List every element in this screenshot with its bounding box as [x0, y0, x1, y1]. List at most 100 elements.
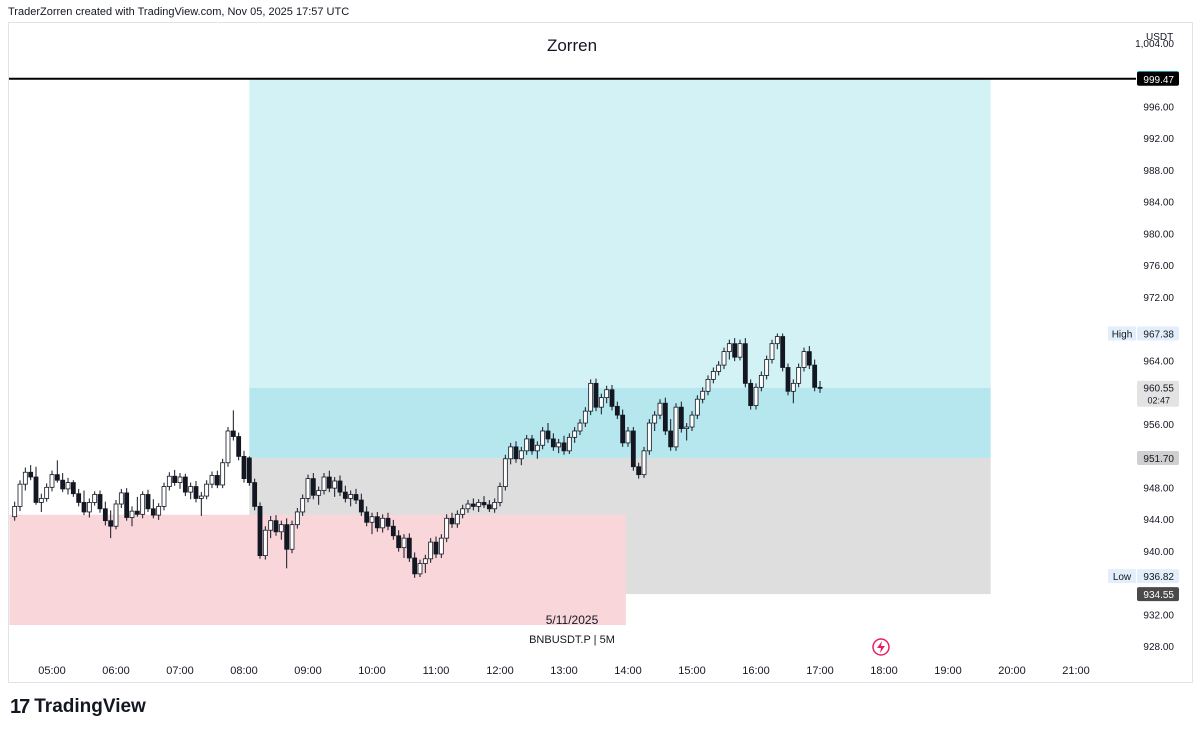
candle [625, 427, 631, 447]
x-tick-label: 16:00 [742, 665, 770, 677]
candle [44, 483, 50, 502]
candle-body [769, 343, 775, 360]
candle [364, 506, 370, 527]
candle [65, 477, 71, 495]
x-tick-label: 14:00 [614, 665, 642, 677]
candle [28, 465, 34, 481]
x-tick-label: 09:00 [294, 665, 322, 677]
candle-body [438, 537, 444, 555]
candle [177, 473, 183, 489]
candle [753, 383, 759, 410]
candle-body [316, 490, 322, 496]
price-label-box [1137, 450, 1179, 465]
candle-body [348, 494, 354, 499]
candle-body [28, 471, 34, 478]
candle [476, 499, 482, 512]
candle [348, 490, 354, 507]
candle-body [273, 520, 279, 533]
candle-body [396, 535, 402, 549]
candle-body [689, 414, 695, 428]
candle [300, 494, 306, 516]
candle-body [108, 520, 114, 527]
x-tick-label: 18:00 [870, 665, 898, 677]
candle [321, 473, 327, 495]
candle [252, 478, 258, 511]
candle-body [454, 513, 460, 525]
candle-body [625, 430, 631, 444]
x-tick-label: 15:00 [678, 665, 706, 677]
candle-body [401, 537, 407, 549]
countdown-text: 02:47 [1147, 396, 1170, 406]
candle-body [241, 455, 247, 480]
price-label: 934.55 [1137, 587, 1179, 602]
candle [556, 438, 562, 454]
candle-body [486, 504, 492, 510]
candle [12, 501, 18, 521]
candle [326, 470, 332, 493]
candle [92, 491, 98, 506]
candle-body [652, 414, 658, 424]
chart-title: Zorren [547, 36, 597, 55]
target-zone [249, 78, 991, 388]
candle-body [358, 499, 364, 513]
candle-body [716, 364, 722, 372]
candle [689, 411, 695, 431]
candle [230, 410, 236, 441]
candle [204, 480, 210, 500]
candle-body [198, 495, 204, 499]
price-label-text: 999.47 [1143, 75, 1174, 86]
lightning-icon[interactable] [872, 638, 890, 656]
candle [460, 504, 466, 519]
candle [358, 493, 364, 516]
price-label: 999.47 [1137, 71, 1179, 86]
zones-layer [9, 78, 991, 626]
candle-body [193, 486, 199, 499]
tradingview-logo[interactable]: 17 TradingView [10, 696, 146, 718]
candle [49, 470, 55, 492]
y-tick-label: 944.00 [1143, 515, 1174, 526]
candle [540, 427, 546, 450]
candle [150, 499, 156, 519]
candle-body [113, 503, 119, 527]
candle-body [609, 389, 615, 407]
y-tick-label: 980.00 [1143, 229, 1174, 240]
candle [758, 371, 764, 392]
candle [246, 456, 252, 486]
price-label-box [1137, 587, 1179, 602]
candle-body [604, 389, 610, 399]
candle-body [433, 541, 439, 555]
candle-body [326, 476, 332, 489]
candle-body [65, 482, 71, 490]
price-label: 967.38 High [1108, 326, 1179, 341]
candle-body [566, 436, 572, 452]
candle [38, 493, 44, 512]
candle-body [406, 537, 412, 559]
y-tick-label: 976.00 [1143, 261, 1174, 272]
candle-body [86, 502, 92, 513]
candle [412, 552, 418, 578]
candle-body [342, 491, 348, 499]
x-tick-label: 21:00 [1062, 665, 1090, 677]
candle [785, 363, 791, 396]
candle-body [492, 502, 498, 510]
price-labels-layer: 999.55999.47967.38High960.5502:47951.709… [1108, 71, 1179, 602]
candle-body [284, 524, 290, 550]
candle [172, 469, 178, 486]
price-label: 936.82 Low [1108, 569, 1179, 584]
symbol-label: BNBUSDT.P | 5M [529, 634, 615, 646]
candle [108, 510, 114, 539]
candle [337, 475, 343, 497]
candle [449, 512, 455, 528]
candle-body [732, 343, 738, 358]
candle-body [630, 430, 636, 468]
y-tick-label: 932.00 [1143, 610, 1174, 621]
candle [721, 347, 727, 370]
x-tick-label: 07:00 [166, 665, 194, 677]
candle [113, 500, 119, 530]
candle-body [236, 436, 242, 457]
candle-body [572, 430, 578, 438]
candle-body [102, 508, 108, 522]
candle [188, 482, 194, 500]
price-tag-box [1108, 569, 1136, 584]
